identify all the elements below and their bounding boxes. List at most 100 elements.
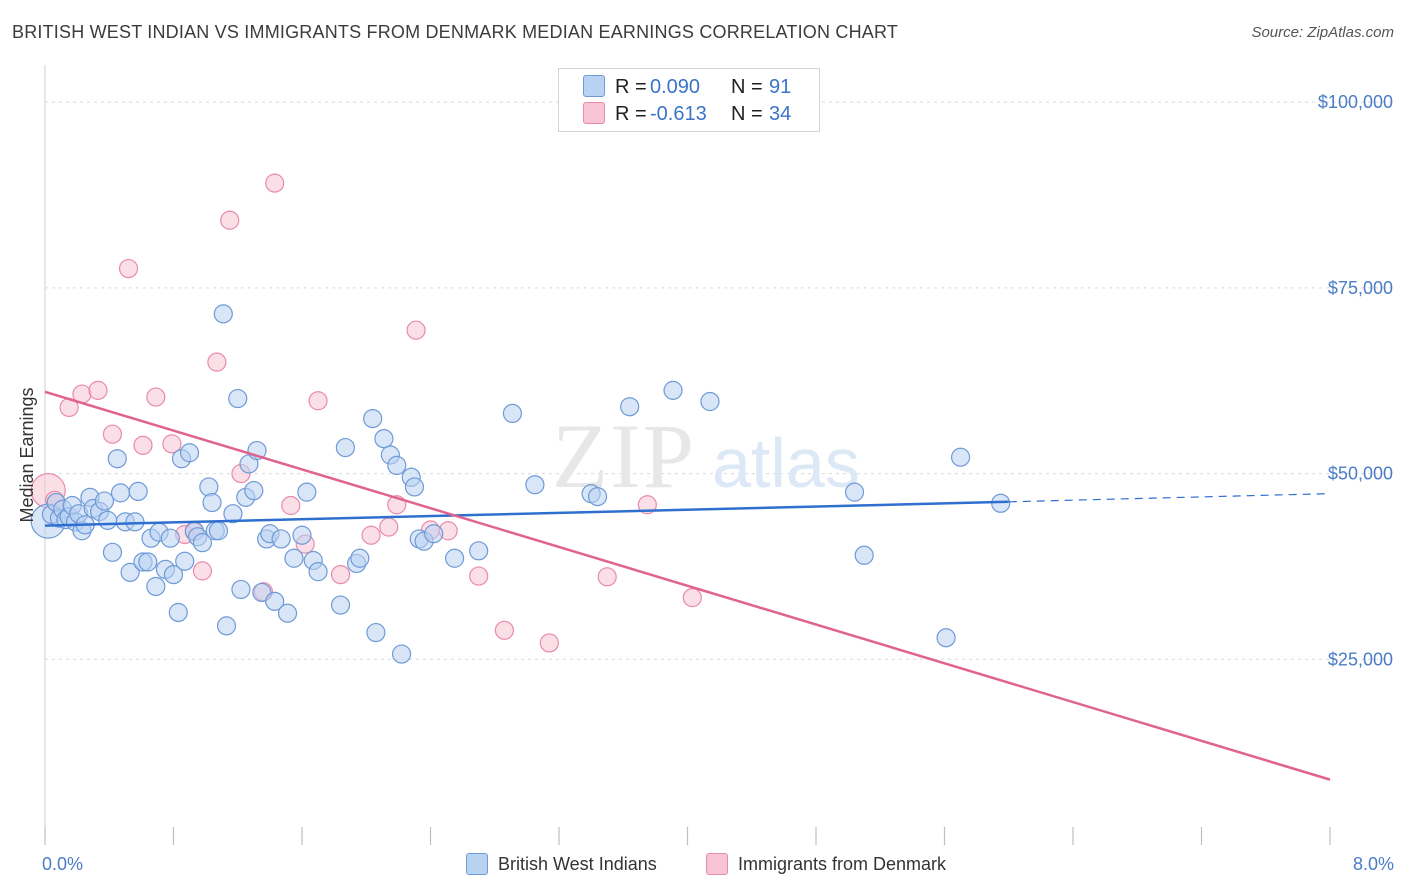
watermark: ZIP atlas bbox=[552, 405, 860, 507]
bwi-point bbox=[335, 437, 355, 458]
bwi-point bbox=[366, 622, 386, 643]
denmark-point bbox=[494, 620, 514, 640]
legend-swatch-blue bbox=[466, 853, 488, 875]
bwi-point bbox=[244, 481, 264, 501]
x-max-label: 8.0% bbox=[1353, 854, 1394, 874]
bwi-point bbox=[107, 449, 127, 469]
bwi-point bbox=[387, 455, 407, 475]
y-tick-label: $100,000 bbox=[1318, 92, 1393, 112]
bwi-point bbox=[146, 576, 166, 597]
bwi-point bbox=[223, 504, 243, 524]
stats-n-label: N = bbox=[731, 103, 763, 125]
trend-lines bbox=[44, 390, 1331, 781]
denmark-point bbox=[406, 320, 426, 340]
denmark-point bbox=[88, 380, 108, 400]
watermark-zip: ZIP bbox=[552, 405, 696, 507]
y-axis-label: Median Earnings bbox=[17, 387, 37, 522]
bwi-point bbox=[587, 487, 608, 507]
bwi-point bbox=[391, 644, 412, 664]
denmark-point bbox=[361, 525, 381, 545]
denmark-point bbox=[637, 495, 657, 515]
bwi-point bbox=[175, 551, 195, 571]
denmark-point bbox=[102, 424, 123, 444]
bwi-point bbox=[168, 602, 188, 623]
bwi-point bbox=[502, 403, 523, 423]
stats-r-value: -0.613 bbox=[650, 103, 707, 125]
denmark-point bbox=[682, 588, 702, 608]
stats-r-value: 0.090 bbox=[650, 76, 701, 98]
denmark-point bbox=[330, 564, 351, 585]
bwi-point bbox=[213, 304, 233, 324]
bwi-point bbox=[128, 481, 148, 501]
bwi-point bbox=[216, 616, 237, 636]
stats-r-label: R = bbox=[615, 76, 647, 98]
bwi-point bbox=[950, 447, 971, 467]
bwi-point bbox=[271, 529, 291, 549]
denmark-point bbox=[379, 517, 399, 537]
bwi-point bbox=[192, 533, 213, 553]
bwi-point bbox=[160, 528, 180, 548]
stats-swatch-pink bbox=[583, 102, 605, 124]
bwi-point bbox=[202, 492, 222, 513]
y-tick-label: $75,000 bbox=[1328, 278, 1393, 298]
bwi-point bbox=[936, 628, 956, 648]
bwi-point bbox=[138, 552, 158, 572]
denmark-trend-line bbox=[44, 390, 1331, 781]
denmark-point bbox=[597, 567, 617, 587]
bwi-point bbox=[199, 477, 219, 497]
denmark-point bbox=[539, 633, 559, 653]
bwi-point bbox=[444, 548, 465, 568]
bwi-point bbox=[525, 475, 545, 495]
bwi-point bbox=[308, 562, 328, 582]
bwi-point bbox=[110, 483, 131, 503]
watermark-atlas: atlas bbox=[712, 424, 860, 502]
stats-n-value: 91 bbox=[769, 76, 792, 98]
stats-n-value: 34 bbox=[769, 103, 792, 125]
bwi-point bbox=[297, 482, 317, 502]
bwi-point bbox=[228, 388, 248, 409]
denmark-point bbox=[146, 387, 166, 407]
stats-n-label: N = bbox=[731, 76, 763, 98]
bwi-point bbox=[284, 548, 304, 568]
denmark-point bbox=[281, 495, 301, 516]
legend-label: British West Indians bbox=[498, 854, 657, 874]
bwi-point bbox=[424, 524, 444, 544]
bwi-point bbox=[854, 545, 874, 565]
x-axis-ticks bbox=[44, 827, 1331, 845]
stats-r-label: R = bbox=[615, 103, 647, 125]
denmark-point bbox=[265, 173, 285, 193]
bwi-point bbox=[98, 510, 118, 530]
denmark-point bbox=[162, 434, 182, 454]
bwi-point bbox=[231, 579, 251, 600]
bwi-point bbox=[844, 482, 865, 502]
bwi-point bbox=[94, 491, 115, 511]
bwi-point bbox=[292, 525, 312, 545]
x-min-label: 0.0% bbox=[42, 854, 83, 874]
y-tick-label: $25,000 bbox=[1328, 649, 1393, 669]
bwi-point bbox=[277, 603, 298, 623]
bwi-point bbox=[330, 595, 351, 615]
denmark-point bbox=[192, 561, 213, 581]
chart-title: BRITISH WEST INDIAN VS IMMIGRANTS FROM D… bbox=[12, 22, 899, 42]
bwi-points bbox=[30, 304, 1011, 664]
denmark-point bbox=[207, 352, 227, 372]
bwi-point bbox=[179, 443, 200, 463]
bwi-point bbox=[102, 542, 123, 562]
denmark-point bbox=[133, 435, 153, 455]
bwi-trend-line bbox=[44, 500, 1009, 527]
bwi-trend-extension bbox=[1008, 493, 1331, 503]
y-tick-label: $50,000 bbox=[1328, 464, 1393, 484]
stats-swatch-blue bbox=[583, 75, 605, 97]
bwi-point bbox=[404, 477, 425, 497]
legend-label: Immigrants from Denmark bbox=[738, 854, 947, 874]
bwi-point bbox=[663, 380, 683, 400]
bwi-point bbox=[208, 521, 229, 541]
source-label: Source: ZipAtlas.com bbox=[1251, 24, 1394, 41]
stats-box: R = 0.090 N = 91 R = -0.613 N = 34 bbox=[558, 68, 820, 132]
denmark-point bbox=[469, 566, 489, 586]
denmark-point bbox=[220, 210, 240, 230]
bwi-point bbox=[620, 397, 640, 417]
bwi-point bbox=[374, 429, 394, 449]
bwi-point bbox=[125, 512, 145, 532]
